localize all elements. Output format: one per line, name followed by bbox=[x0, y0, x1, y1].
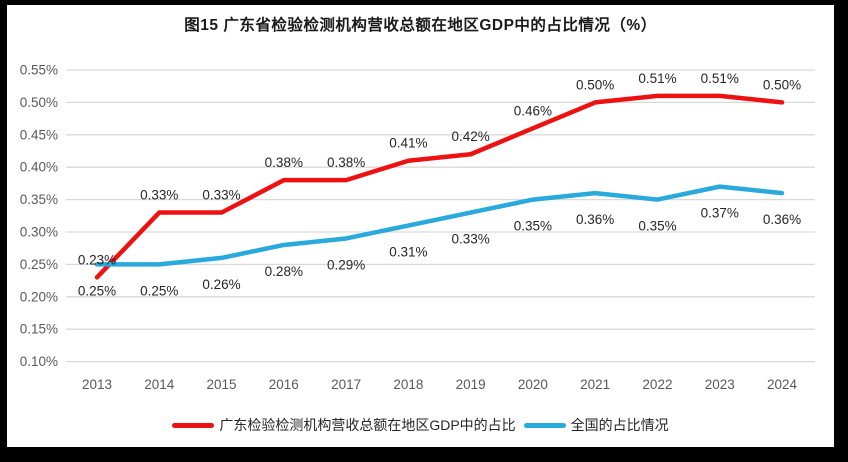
svg-text:0.26%: 0.26% bbox=[202, 277, 240, 292]
svg-text:0.45%: 0.45% bbox=[20, 127, 58, 142]
svg-text:0.51%: 0.51% bbox=[638, 71, 676, 86]
svg-text:0.37%: 0.37% bbox=[701, 206, 739, 221]
series-line-1 bbox=[94, 184, 785, 267]
svg-text:0.31%: 0.31% bbox=[389, 245, 427, 260]
svg-text:0.46%: 0.46% bbox=[514, 103, 552, 118]
svg-text:0.35%: 0.35% bbox=[638, 219, 676, 234]
svg-text:2014: 2014 bbox=[144, 377, 175, 392]
svg-text:0.29%: 0.29% bbox=[327, 257, 365, 272]
plot-area: 0.55% 0.50% 0.45% 0.40% 0.35% 0.30% 0.25% 0.20%… bbox=[20, 63, 815, 392]
svg-text:2017: 2017 bbox=[331, 377, 361, 392]
svg-text:0.40%: 0.40% bbox=[20, 160, 58, 175]
svg-text:0.51%: 0.51% bbox=[701, 71, 739, 86]
legend-swatch-national-blue-line bbox=[523, 422, 566, 428]
svg-text:2023: 2023 bbox=[705, 377, 735, 392]
svg-text:2015: 2015 bbox=[207, 377, 237, 392]
svg-text:2016: 2016 bbox=[269, 377, 299, 392]
chart-container: 图15 广东省检验检测机构营收总额在地区GDP中的占比情况（%） 0.55% 0.… bbox=[7, 5, 834, 447]
svg-text:0.25%: 0.25% bbox=[78, 283, 116, 298]
svg-text:0.36%: 0.36% bbox=[576, 212, 614, 227]
gridlines bbox=[66, 69, 815, 363]
svg-text:2013: 2013 bbox=[82, 377, 112, 392]
svg-text:0.33%: 0.33% bbox=[202, 188, 240, 203]
svg-text:0.55%: 0.55% bbox=[20, 63, 58, 78]
svg-text:0.38%: 0.38% bbox=[327, 155, 365, 170]
series-data-labels-0: 0.23% 0.33% 0.33% 0.38% 0.38% 0.41% 0.42% 0.46%… bbox=[78, 71, 801, 267]
svg-text:0.30%: 0.30% bbox=[20, 225, 58, 240]
legend: 广东检验检测机构营收总额在地区GDP中的占比 全国的占比情况 bbox=[7, 415, 834, 435]
svg-text:0.41%: 0.41% bbox=[389, 136, 427, 151]
legend-swatch-guangdong-red-line bbox=[172, 422, 215, 428]
legend-item-national: 全国的占比情况 bbox=[523, 415, 669, 435]
svg-text:0.10%: 0.10% bbox=[20, 354, 58, 369]
svg-text:0.35%: 0.35% bbox=[20, 192, 58, 207]
svg-text:0.25%: 0.25% bbox=[20, 257, 58, 272]
legend-label-national: 全国的占比情况 bbox=[570, 417, 669, 433]
legend-label-guangdong: 广东检验检测机构营收总额在地区GDP中的占比 bbox=[219, 417, 516, 433]
svg-text:0.33%: 0.33% bbox=[451, 232, 489, 247]
svg-text:0.23%: 0.23% bbox=[78, 252, 116, 267]
svg-text:0.50%: 0.50% bbox=[20, 95, 58, 110]
svg-text:0.36%: 0.36% bbox=[763, 212, 801, 227]
svg-text:0.50%: 0.50% bbox=[763, 77, 801, 92]
series-line-0 bbox=[94, 93, 785, 280]
svg-text:0.38%: 0.38% bbox=[265, 155, 303, 170]
svg-text:2020: 2020 bbox=[518, 377, 548, 392]
series-data-labels-1: 0.25% 0.25% 0.26% 0.28% 0.29% 0.31% 0.33% 0.35%… bbox=[78, 206, 801, 299]
svg-text:0.50%: 0.50% bbox=[576, 77, 614, 92]
svg-text:0.28%: 0.28% bbox=[265, 264, 303, 279]
svg-text:2024: 2024 bbox=[767, 377, 798, 392]
svg-text:0.25%: 0.25% bbox=[140, 283, 178, 298]
svg-text:0.35%: 0.35% bbox=[514, 219, 552, 234]
svg-text:2021: 2021 bbox=[580, 377, 610, 392]
svg-text:2019: 2019 bbox=[456, 377, 486, 392]
svg-text:2022: 2022 bbox=[642, 377, 672, 392]
legend-item-guangdong: 广东检验检测机构营收总额在地区GDP中的占比 bbox=[172, 415, 516, 435]
svg-text:0.20%: 0.20% bbox=[20, 289, 58, 304]
chart-title: 图15 广东省检验检测机构营收总额在地区GDP中的占比情况（%） bbox=[184, 17, 657, 34]
y-axis-tick-labels: 0.55% 0.50% 0.45% 0.40% 0.35% 0.30% 0.25% 0.20%… bbox=[20, 63, 58, 370]
x-axis-tick-labels: 2013 2014 2015 2016 2017 2018 2019 2020 2021 2022… bbox=[82, 377, 798, 392]
svg-text:0.42%: 0.42% bbox=[451, 129, 489, 144]
svg-text:0.33%: 0.33% bbox=[140, 188, 178, 203]
svg-text:0.15%: 0.15% bbox=[20, 322, 58, 337]
svg-text:2018: 2018 bbox=[393, 377, 423, 392]
